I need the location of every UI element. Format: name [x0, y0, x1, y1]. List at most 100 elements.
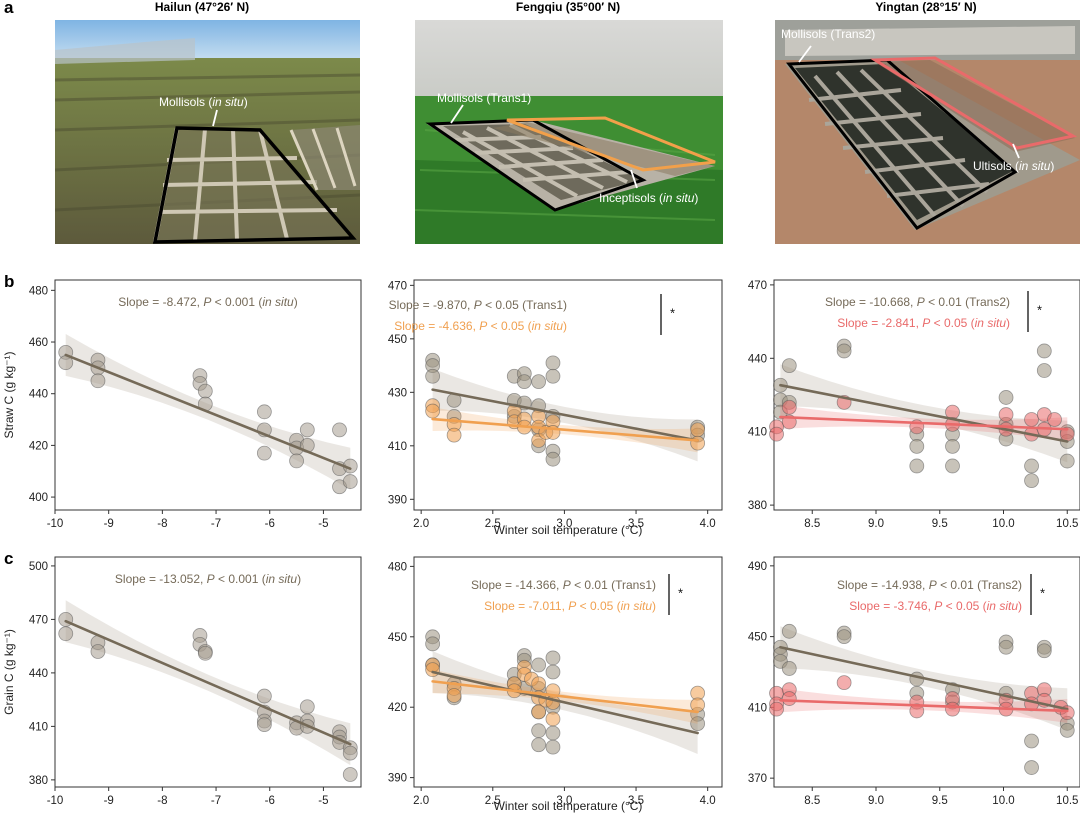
regression-line: [779, 645, 1069, 711]
x-tick-label: -6: [265, 518, 275, 530]
x-tick-label: 10.0: [992, 518, 1014, 530]
x-tick-label: -9: [104, 518, 114, 530]
data-point: [58, 626, 74, 642]
x-axis-label: Winter soil temperature (°C): [494, 799, 643, 813]
slope-annotation: Slope = -14.366, P < 0.01 (Trans1): [471, 578, 656, 592]
data-point: [299, 422, 315, 438]
x-tick-label: -6: [265, 795, 275, 807]
data-point: [1024, 458, 1039, 474]
y-axis-label: Grain C (g kg⁻¹): [2, 629, 16, 715]
y-tick-label: 370: [748, 773, 767, 785]
x-tick-label: 10.5: [1056, 518, 1078, 530]
x-tick-label: 8.5: [804, 518, 820, 530]
data-point: [769, 701, 784, 717]
y-tick-label: 420: [388, 702, 407, 714]
x-tick-label: -5: [318, 795, 328, 807]
slope-annotation-part: in situ: [262, 295, 294, 309]
slope-annotation-part: Slope = -9.870,: [389, 298, 474, 312]
data-point: [1059, 722, 1075, 738]
regression-line: [431, 680, 699, 714]
slope-annotation-part: < 0.05 (: [942, 599, 986, 613]
y-tick-label: 470: [748, 280, 767, 292]
data-point: [425, 368, 441, 384]
slope-annotation-part: Slope = -3.746,: [849, 599, 934, 613]
y-tick-label: 450: [748, 632, 767, 644]
annotation-yingtan-mollisols: Mollisols (Trans2): [781, 27, 875, 41]
data-point: [1047, 412, 1062, 427]
slope-annotation: Slope = -14.938, P < 0.01 (Trans2): [837, 578, 1022, 592]
data-point: [531, 723, 547, 739]
regression-line: [779, 699, 1069, 713]
slope-annotation-part: P: [203, 295, 211, 309]
chart-c3: 8.5 9.0 9.5 10.0 10.5 370 410 450 490 Slope = -14…: [748, 556, 1080, 807]
slope-annotation: Slope = -4.636, P < 0.05 (in situ): [394, 319, 567, 333]
data-point: [909, 438, 925, 454]
chart-b2: 2.0 2.5 3.0 3.5 4.0 390 410 430 450 470 Winter soi…: [388, 279, 723, 537]
data-point: [531, 374, 547, 390]
y-tick-label: 390: [388, 773, 407, 785]
data-point: [781, 399, 797, 415]
data-point: [256, 717, 272, 732]
chart-c2: 2.0 2.5 3.0 3.5 4.0 390 420 450 480 Winter soil t…: [388, 556, 723, 813]
data-point: [531, 676, 547, 692]
data-point: [342, 474, 358, 489]
x-tick-label: 10.0: [992, 795, 1014, 807]
x-tick-label: 3.5: [628, 795, 644, 807]
annotation-fengqiu-mollisols: Mollisols (Trans1): [437, 91, 531, 105]
regression-line: [779, 383, 1069, 443]
slope-annotation-part: Slope = -13.052,: [115, 572, 207, 586]
data-point: [545, 725, 561, 741]
x-tick-label: -5: [318, 518, 328, 530]
slope-annotation-part: Slope = -7.011,: [484, 599, 568, 613]
y-tick-label: 440: [29, 389, 48, 401]
data-point: [545, 451, 561, 467]
panel-label-a: a: [4, 0, 14, 17]
slope-annotation-part: < 0.01 (Trans1): [571, 578, 656, 592]
slope-annotation-part: < 0.001 (: [211, 295, 262, 309]
slope-annotation-part: Slope = -14.366,: [471, 578, 563, 592]
data-point: [690, 422, 706, 438]
data-point: [1024, 473, 1039, 489]
significance-star: *: [1037, 303, 1042, 318]
y-tick-label: 460: [29, 337, 48, 349]
data-point: [945, 701, 960, 717]
slope-annotation-part: Slope = -14.938,: [837, 578, 929, 592]
photo-hailun-field: Mollisols (in situ): [55, 20, 360, 244]
slope-annotation-part: P: [929, 578, 937, 592]
y-tick-label: 490: [748, 561, 767, 573]
data-point: [531, 737, 547, 753]
y-tick-label: 480: [388, 561, 407, 573]
slope-annotation-part: Slope = -10.668,: [825, 295, 917, 309]
x-tick-label: -7: [211, 795, 221, 807]
data-point: [909, 671, 925, 687]
data-point: [197, 383, 213, 399]
x-tick-label: 3.0: [556, 795, 572, 807]
data-point: [425, 403, 441, 419]
y-tick-label: 430: [388, 387, 407, 399]
regression-line: [64, 619, 352, 746]
data-point: [1059, 453, 1075, 469]
annotation-yingtan-ultisols: Ultisols (in situ): [973, 159, 1054, 173]
y-tick-label: 470: [388, 280, 407, 292]
data-point: [545, 664, 561, 680]
data-point: [425, 662, 441, 678]
x-tick-label: -7: [211, 518, 221, 530]
site-title-yingtan: Yingtan (28°15′ N): [875, 0, 977, 14]
data-point: [332, 422, 347, 438]
slope-annotation-part: P: [922, 316, 930, 330]
data-point: [781, 358, 797, 374]
data-point: [781, 661, 797, 676]
slope-annotation-part: in situ: [987, 599, 1019, 613]
x-tick-label: -10: [47, 518, 64, 530]
data-point: [1036, 363, 1052, 378]
slope-annotation-part: Slope = -4.636,: [394, 319, 479, 333]
data-point: [1024, 412, 1039, 427]
y-tick-label: 380: [29, 775, 48, 787]
slope-annotation-part: < 0.01 (Trans2): [937, 578, 1022, 592]
regression-line: [431, 417, 699, 442]
data-point: [998, 639, 1014, 655]
data-point: [545, 368, 561, 384]
y-tick-label: 450: [388, 632, 407, 644]
slope-annotation-part: P: [568, 599, 576, 613]
x-tick-label: 10.5: [1056, 795, 1078, 807]
